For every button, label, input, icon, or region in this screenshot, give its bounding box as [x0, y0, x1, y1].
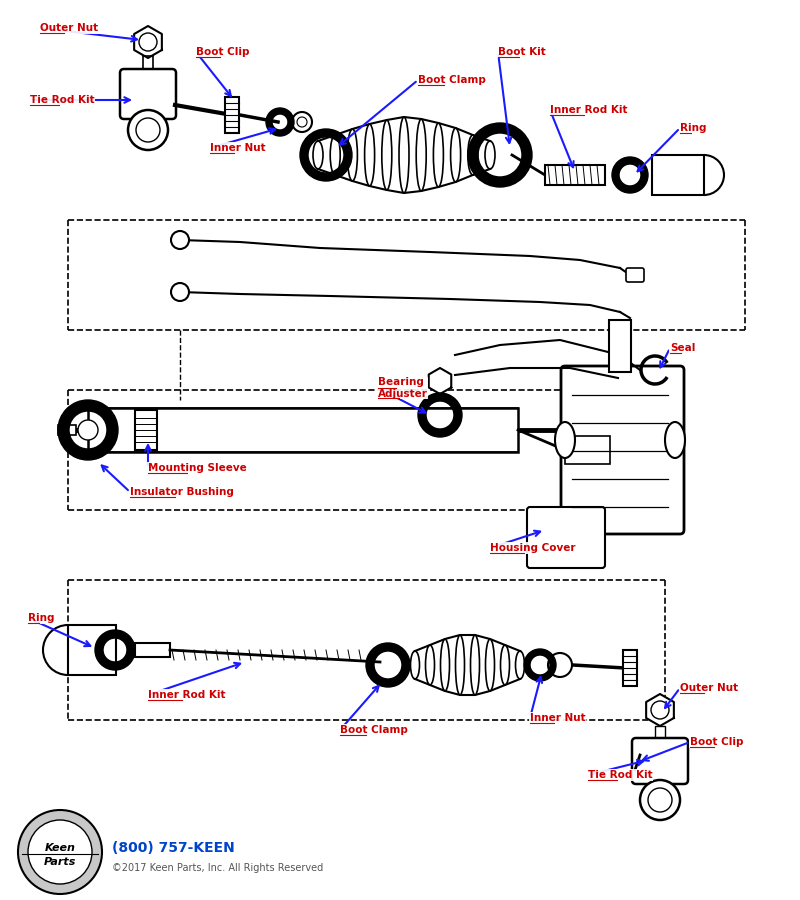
- Text: Parts: Parts: [44, 857, 76, 867]
- Ellipse shape: [555, 422, 575, 458]
- Polygon shape: [646, 694, 674, 726]
- Bar: [609, 320, 631, 372]
- Text: Housing Cover: Housing Cover: [490, 543, 575, 553]
- Ellipse shape: [399, 117, 409, 193]
- Bar: [623, 650, 637, 686]
- Text: Outer Nut: Outer Nut: [40, 23, 98, 33]
- Circle shape: [171, 231, 189, 249]
- Bar: [652, 155, 704, 195]
- Text: Boot Clip: Boot Clip: [690, 737, 743, 747]
- Text: Ring: Ring: [680, 123, 706, 133]
- Text: Ring: Ring: [28, 613, 54, 623]
- Text: Inner Nut: Inner Nut: [210, 143, 266, 153]
- FancyBboxPatch shape: [561, 366, 684, 534]
- Text: Boot Kit: Boot Kit: [498, 47, 546, 57]
- Bar: [545, 165, 605, 185]
- Ellipse shape: [455, 635, 465, 695]
- Text: Boot Clip: Boot Clip: [196, 47, 250, 57]
- Text: Boot Clamp: Boot Clamp: [418, 75, 486, 85]
- Circle shape: [640, 780, 680, 820]
- Circle shape: [18, 810, 102, 894]
- FancyBboxPatch shape: [120, 69, 176, 119]
- Text: Inner Rod Kit: Inner Rod Kit: [148, 690, 226, 700]
- Ellipse shape: [486, 639, 494, 691]
- Bar: [88, 408, 518, 452]
- Bar: [135, 643, 170, 657]
- Ellipse shape: [434, 123, 443, 187]
- Bar: [565, 436, 610, 464]
- Ellipse shape: [416, 119, 426, 191]
- Polygon shape: [429, 368, 451, 394]
- Ellipse shape: [426, 645, 434, 685]
- Text: Boot Clamp: Boot Clamp: [340, 725, 408, 735]
- Text: Tie Rod Kit: Tie Rod Kit: [30, 95, 94, 105]
- Ellipse shape: [450, 128, 461, 182]
- Text: (800) 757-KEEN: (800) 757-KEEN: [112, 841, 234, 855]
- Ellipse shape: [501, 645, 510, 685]
- Circle shape: [78, 420, 98, 440]
- Ellipse shape: [665, 422, 685, 458]
- FancyBboxPatch shape: [632, 738, 688, 784]
- Ellipse shape: [365, 124, 374, 186]
- Text: Inner Rod Kit: Inner Rod Kit: [550, 105, 627, 115]
- Text: Outer Nut: Outer Nut: [680, 683, 738, 693]
- Text: Inner Nut: Inner Nut: [530, 713, 586, 723]
- Ellipse shape: [470, 635, 479, 695]
- Text: Seal: Seal: [670, 343, 695, 353]
- Bar: [135, 410, 157, 450]
- Ellipse shape: [347, 129, 358, 181]
- Ellipse shape: [515, 651, 525, 679]
- Text: Insulator Bushing: Insulator Bushing: [130, 487, 234, 497]
- Text: Keen: Keen: [45, 843, 75, 853]
- Bar: [68, 625, 116, 675]
- Ellipse shape: [313, 141, 323, 169]
- Ellipse shape: [485, 141, 495, 169]
- Circle shape: [28, 820, 92, 884]
- Ellipse shape: [441, 639, 450, 691]
- FancyBboxPatch shape: [626, 268, 644, 282]
- Bar: [655, 726, 665, 742]
- Text: Bearing
Adjuster: Bearing Adjuster: [378, 377, 428, 399]
- FancyBboxPatch shape: [527, 507, 605, 568]
- Circle shape: [171, 283, 189, 301]
- Ellipse shape: [382, 120, 392, 190]
- Text: Mounting Sleeve: Mounting Sleeve: [148, 463, 246, 473]
- Text: Tie Rod Kit: Tie Rod Kit: [588, 770, 653, 780]
- Ellipse shape: [468, 135, 478, 175]
- Ellipse shape: [410, 651, 419, 679]
- Bar: [225, 97, 239, 133]
- Ellipse shape: [330, 135, 340, 175]
- Bar: [58, 425, 76, 435]
- Text: ©2017 Keen Parts, Inc. All Rights Reserved: ©2017 Keen Parts, Inc. All Rights Reserv…: [112, 863, 323, 873]
- Polygon shape: [134, 26, 162, 58]
- Circle shape: [128, 110, 168, 150]
- Bar: [143, 56, 153, 74]
